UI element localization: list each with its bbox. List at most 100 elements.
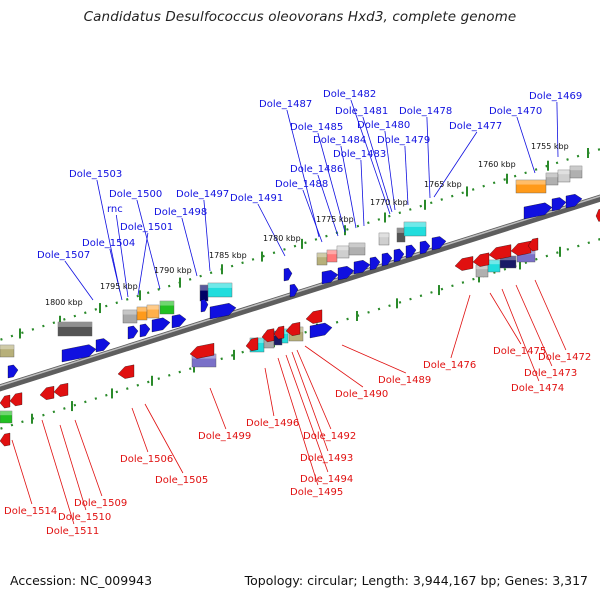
feature-blocks-layer <box>0 165 583 424</box>
leader-line-reverse <box>144 403 184 474</box>
scale-label: 1775 kbp <box>316 215 354 224</box>
leader-line-reverse <box>296 349 332 430</box>
gene-arrow-forward-23 <box>565 194 583 209</box>
domain-block-15-shine <box>327 250 337 255</box>
domain-block-11-shine <box>282 329 288 334</box>
gene-arrow-forward-1 <box>95 338 111 353</box>
gene-label-forward: Dole_1497 <box>176 189 229 200</box>
gene-arrow-forward-13 <box>337 266 355 281</box>
leader-line-reverse <box>11 439 33 505</box>
gene-arrow-reverse-12 <box>472 252 490 267</box>
gene-arrow-forward-11 <box>289 283 299 298</box>
gene-labels-layer: 1800 kbp 1795 kbp 1790 kbp 1785 kbp 1780 kbp… <box>4 89 591 537</box>
leader-line-forward <box>350 99 391 215</box>
leader-line-reverse <box>277 357 319 486</box>
gene-arrow-reverse-1 <box>9 392 23 407</box>
domain-block-28 <box>569 165 583 179</box>
domain-block-16-shine <box>337 246 349 251</box>
gene-label-reverse: Dole_1496 <box>246 418 299 429</box>
gene-arrow-forward-10 <box>283 267 293 282</box>
gene-arrow-reverse-6 <box>261 328 275 343</box>
scale-label: 1790 kbp <box>154 266 192 275</box>
domain-block-20-shine <box>404 222 426 227</box>
domain-block-7-shine <box>208 283 232 288</box>
gene-label-reverse: Dole_1509 <box>74 498 127 509</box>
gene-label-forward: Dole_1487 <box>259 99 312 110</box>
gene-arrow-forward-7 <box>209 303 237 320</box>
gene-arrow-reverse-16 <box>595 209 600 222</box>
domain-block-14-shine <box>317 253 327 258</box>
scale-label: 1785 kbp <box>209 251 247 260</box>
leader-line-forward <box>137 232 149 296</box>
domain-block-2-shine <box>123 310 137 315</box>
gene-label-forward: Dole_1491 <box>230 193 283 204</box>
gene-label-forward: Dole_1484 <box>313 135 366 146</box>
gene-label-forward: Dole_1480 <box>357 120 410 131</box>
gene-label-reverse: Dole_1495 <box>290 487 343 498</box>
domain-block-25-shine <box>516 180 546 185</box>
gene-label-reverse: Dole_1494 <box>300 474 353 485</box>
label-leaders-layer <box>11 99 567 525</box>
gene-arrow-reverse-2 <box>39 386 55 400</box>
gene-arrow-reverse-17 <box>0 432 11 447</box>
leader-line-forward <box>404 145 409 206</box>
domain-block-19-shine <box>397 228 405 233</box>
gene-label-reverse: Dole_1474 <box>511 383 564 394</box>
gene-label-reverse: Dole_1510 <box>58 512 111 523</box>
genome-backbone-highlight <box>0 195 600 387</box>
leader-line-forward <box>340 145 357 229</box>
domain-block-23-shine <box>500 256 516 261</box>
gene-arrow-forward-19 <box>419 240 431 255</box>
gene-arrow-reverse-5 <box>189 343 215 359</box>
domain-block-0 <box>0 344 15 358</box>
gene-label-forward: Dole_1481 <box>335 106 388 117</box>
gene-label-forward: Dole_1501 <box>120 222 173 233</box>
leader-line-forward <box>257 203 286 257</box>
leader-line-forward <box>181 217 198 277</box>
leader-line-forward <box>115 214 129 298</box>
leader-line-reverse <box>285 354 329 473</box>
gene-label-reverse: Dole_1499 <box>198 431 251 442</box>
leader-line-forward <box>96 179 121 293</box>
gene-arrow-forward-0 <box>61 344 97 363</box>
gene-arrow-forward-2 <box>7 364 19 379</box>
leader-line-forward <box>360 159 365 227</box>
gene-arrow-reverse-0 <box>0 394 11 409</box>
leader-line-forward <box>109 248 123 301</box>
leader-line-reverse <box>209 387 227 430</box>
gene-arrow-forward-8 <box>200 299 209 313</box>
gene-label-forward: Dole_1482 <box>323 89 376 100</box>
gene-arrow-reverse-15 <box>527 237 539 252</box>
scale-label: 1755 kbp <box>531 142 569 151</box>
gene-label-forward: Dole_1498 <box>154 207 207 218</box>
gene-label-forward: Dole_1486 <box>290 164 343 175</box>
leader-line-reverse <box>131 407 149 453</box>
leader-line-forward <box>426 116 431 199</box>
leader-line-forward <box>64 260 94 301</box>
domain-block-28-shine <box>570 166 582 171</box>
gene-arrow-reverse-10 <box>245 337 259 352</box>
leader-line-forward <box>317 132 346 233</box>
gene-label-reverse: Dole_1505 <box>155 475 208 486</box>
domain-block-7 <box>207 282 233 298</box>
gene-arrow-reverse-13 <box>488 244 512 260</box>
gene-arrow-forward-21 <box>523 202 553 220</box>
leader-line-forward <box>384 130 396 211</box>
domain-block-18 <box>378 232 390 246</box>
domain-block-6-shine <box>200 285 208 291</box>
gene-label-reverse: Dole_1490 <box>335 389 388 400</box>
gene-arrow-forward-15 <box>369 256 381 271</box>
domain-block-21-shine <box>476 265 488 270</box>
leader-line-forward <box>136 199 161 290</box>
leader-line-forward <box>556 101 559 158</box>
leader-line-forward <box>516 116 536 174</box>
domain-block-17-shine <box>349 243 365 248</box>
gene-label-forward: Dole_1478 <box>399 106 452 117</box>
scale-label: 1800 kbp <box>45 298 83 307</box>
accession-label: Accession: NC_009943 <box>10 573 153 588</box>
domain-block-1 <box>57 321 93 337</box>
leader-line-forward <box>203 199 211 272</box>
leader-line-reverse <box>489 292 522 345</box>
